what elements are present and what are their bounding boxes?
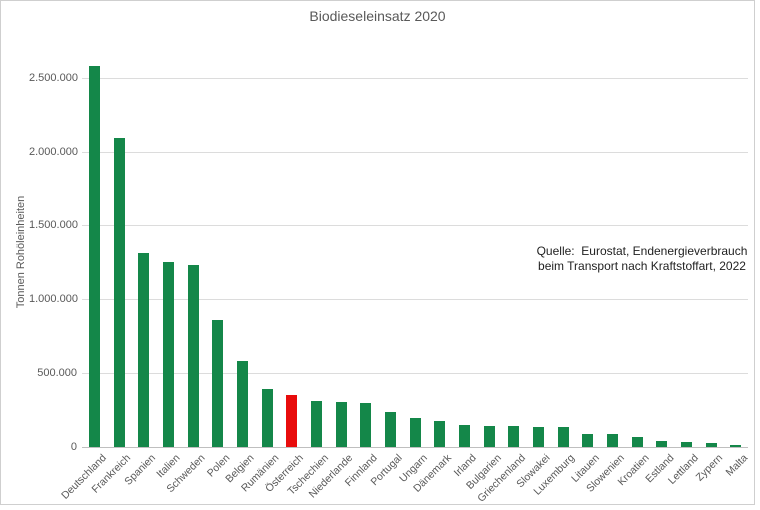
bar-niederlande [336,402,347,447]
bar-luxemburg [558,427,569,447]
bar-malta [730,445,741,447]
y-tick-label-2.000.000: 2.000.000 [29,146,78,158]
gridline-2.000.000 [82,152,748,153]
y-tick-label-1.000.000: 1.000.000 [29,293,78,305]
gridline-1.500.000 [82,225,748,226]
y-axis-title: Tonnen Rohöleinheiten [15,195,27,309]
bar-slowenien [607,434,618,447]
chart-title: Biodieseleinsatz 2020 [309,8,446,24]
gridline-1.000.000 [82,299,748,300]
source-annotation-line1: Quelle: Eurostat, Endenergieverbrauch [536,244,748,258]
bar-lettland [681,442,692,447]
bar-polen [212,320,223,447]
gridline-500.000 [82,373,748,374]
bar-frankreich [114,138,125,447]
y-tick-label-1.500.000: 1.500.000 [29,219,78,231]
bar-belgien [237,361,248,447]
gridline-2.500.000 [82,78,748,79]
bar-italien [163,262,174,447]
bar-kroatien [632,437,643,447]
bar-finnland [360,403,371,447]
x-axis-line [82,447,748,448]
bar-irland [459,425,470,447]
bar-zypern [706,443,717,447]
bar-estland [656,441,667,447]
bar-deutschland [89,66,100,447]
y-tick-label-500.000: 500.000 [37,367,77,379]
bar-tschechien [311,401,322,447]
bar-oesterreich [286,395,297,447]
bar-ungarn [410,418,421,447]
bar-portugal [385,412,396,447]
bar-griechenland [508,426,519,447]
y-tick-label-2.500.000: 2.500.000 [29,72,78,84]
bar-daenemark [434,421,445,447]
bar-slowakei [533,427,544,447]
y-tick-label-0: 0 [70,441,77,453]
source-annotation: Quelle: Eurostat, Endenergieverbrauch be… [528,244,756,274]
bar-bulgarien [484,426,495,447]
bar-rumaenien [262,389,273,447]
bar-spanien [138,253,149,447]
source-annotation-line2: beim Transport nach Kraftstoffart, 2022 [538,259,746,273]
bar-litauen [582,434,593,447]
bar-schweden [188,265,199,447]
